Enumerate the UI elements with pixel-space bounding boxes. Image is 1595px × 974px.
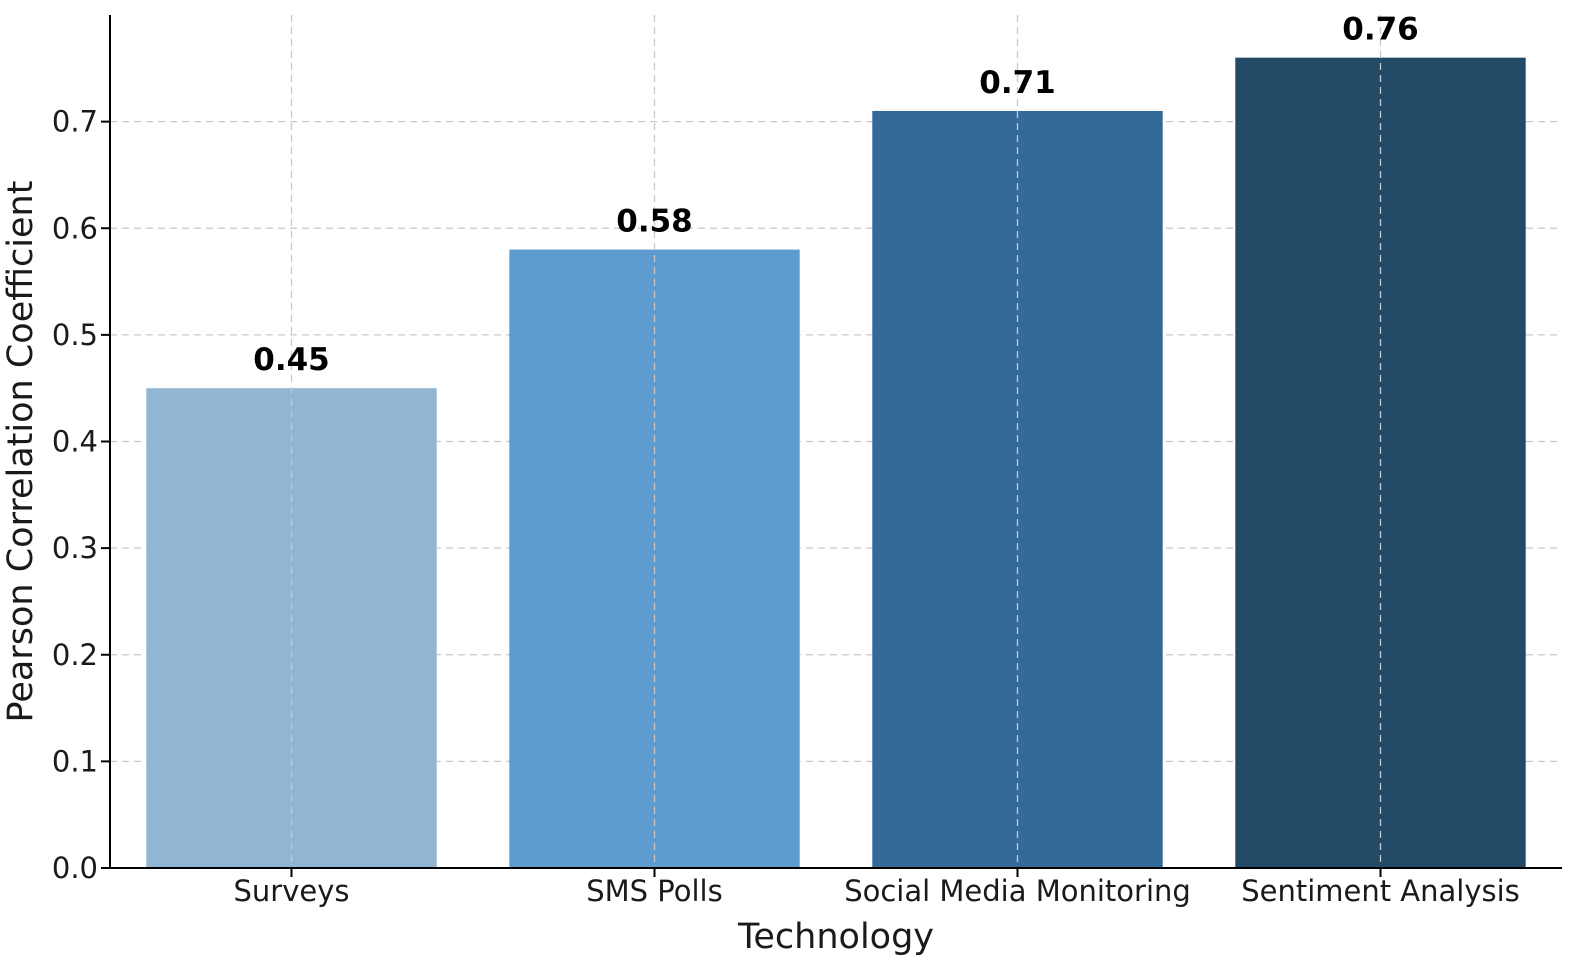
x-tick-label: Social Media Monitoring: [844, 874, 1191, 908]
bar-value-label: 0.58: [616, 204, 693, 240]
y-tick-label: 0.4: [52, 425, 98, 459]
y-tick-label: 0.6: [52, 211, 98, 245]
label-layer: 0.0 0.1 0.2 0.3 0.4 0.5 0.6 0.7 Surveys SMS Polls…: [52, 12, 1520, 908]
vertical-grid-layer: [290, 15, 1382, 868]
y-tick-label: 0.0: [52, 851, 98, 885]
y-tick-label: 0.7: [52, 105, 98, 139]
y-tick-label: 0.2: [52, 638, 98, 672]
bar-value-label: 0.71: [979, 65, 1056, 101]
y-tick-label: 0.5: [52, 318, 98, 352]
bar-value-label: 0.45: [253, 342, 330, 378]
bar-layer: [146, 57, 1526, 868]
x-tick-label: Sentiment Analysis: [1241, 874, 1520, 908]
y-tick-label: 0.3: [52, 531, 98, 565]
x-tick-label: Surveys: [234, 874, 350, 908]
y-axis-title: Pearson Correlation Coefficient: [1, 181, 41, 723]
bar-value-label: 0.76: [1342, 12, 1419, 48]
x-axis-title: Technology: [737, 917, 934, 957]
x-tick-label: SMS Polls: [586, 874, 722, 908]
y-tick-label: 0.1: [52, 744, 98, 778]
